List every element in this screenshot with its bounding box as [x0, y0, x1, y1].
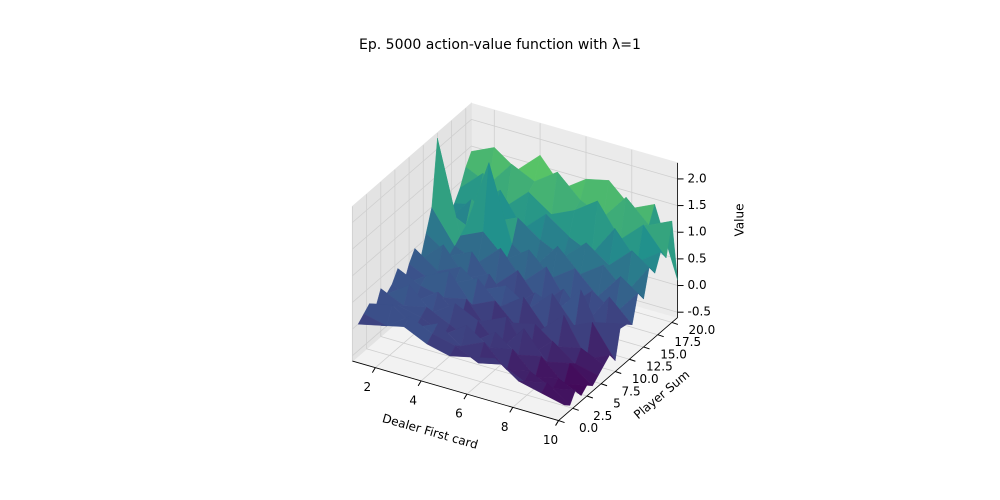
y-tick-label: 12.5 — [646, 360, 673, 374]
z-tick-label: 1.0 — [688, 225, 707, 239]
x-tick-label: 6 — [455, 407, 463, 421]
surface-facet — [431, 138, 461, 247]
surface-facet — [541, 382, 571, 406]
y-tick — [600, 383, 608, 387]
y-tick-label: 17.5 — [674, 335, 701, 349]
y-tick-label: 15.0 — [660, 347, 687, 361]
y-tick — [615, 371, 622, 374]
x-tick-label: 10 — [543, 433, 558, 447]
y-tick-label: 20.0 — [689, 323, 716, 337]
x-tick — [509, 407, 514, 413]
grid-line — [352, 118, 678, 223]
y-tick-label: 7.5 — [622, 384, 641, 398]
x-axis — [352, 360, 559, 421]
x-tick-label: 8 — [501, 420, 509, 434]
x-tick — [463, 393, 468, 400]
x-tick-label: 2 — [364, 380, 372, 394]
z-tick-label: -0.5 — [688, 305, 711, 319]
z-tick-label: 0.0 — [688, 278, 707, 292]
y-tick — [643, 346, 650, 350]
x-tick — [555, 420, 559, 426]
y-tick-label: 10.0 — [632, 372, 659, 386]
x-axis-label: Dealer First card — [381, 411, 480, 452]
y-tick — [558, 420, 565, 424]
y-tick — [586, 395, 594, 399]
z-axis-label: Value — [733, 204, 747, 237]
z-tick-label: 2.0 — [688, 171, 707, 185]
y-tick — [657, 334, 664, 338]
y-tick-label: 5 — [613, 397, 621, 411]
y-tick-label: 0.0 — [579, 421, 598, 435]
z-tick-label: 0.5 — [688, 251, 707, 265]
y-tick-label: 2.5 — [593, 409, 612, 423]
y-tick — [671, 321, 679, 325]
layer — [357, 138, 678, 406]
y-tick — [572, 407, 579, 411]
x-tick-label: 4 — [409, 393, 417, 407]
y-tick — [629, 358, 636, 362]
x-tick — [417, 380, 422, 387]
grid-line — [366, 194, 573, 409]
z-tick-label: 1.5 — [688, 198, 707, 212]
chart-title: Ep. 5000 action-value function with λ=1 — [359, 37, 641, 53]
x-tick — [371, 367, 376, 373]
